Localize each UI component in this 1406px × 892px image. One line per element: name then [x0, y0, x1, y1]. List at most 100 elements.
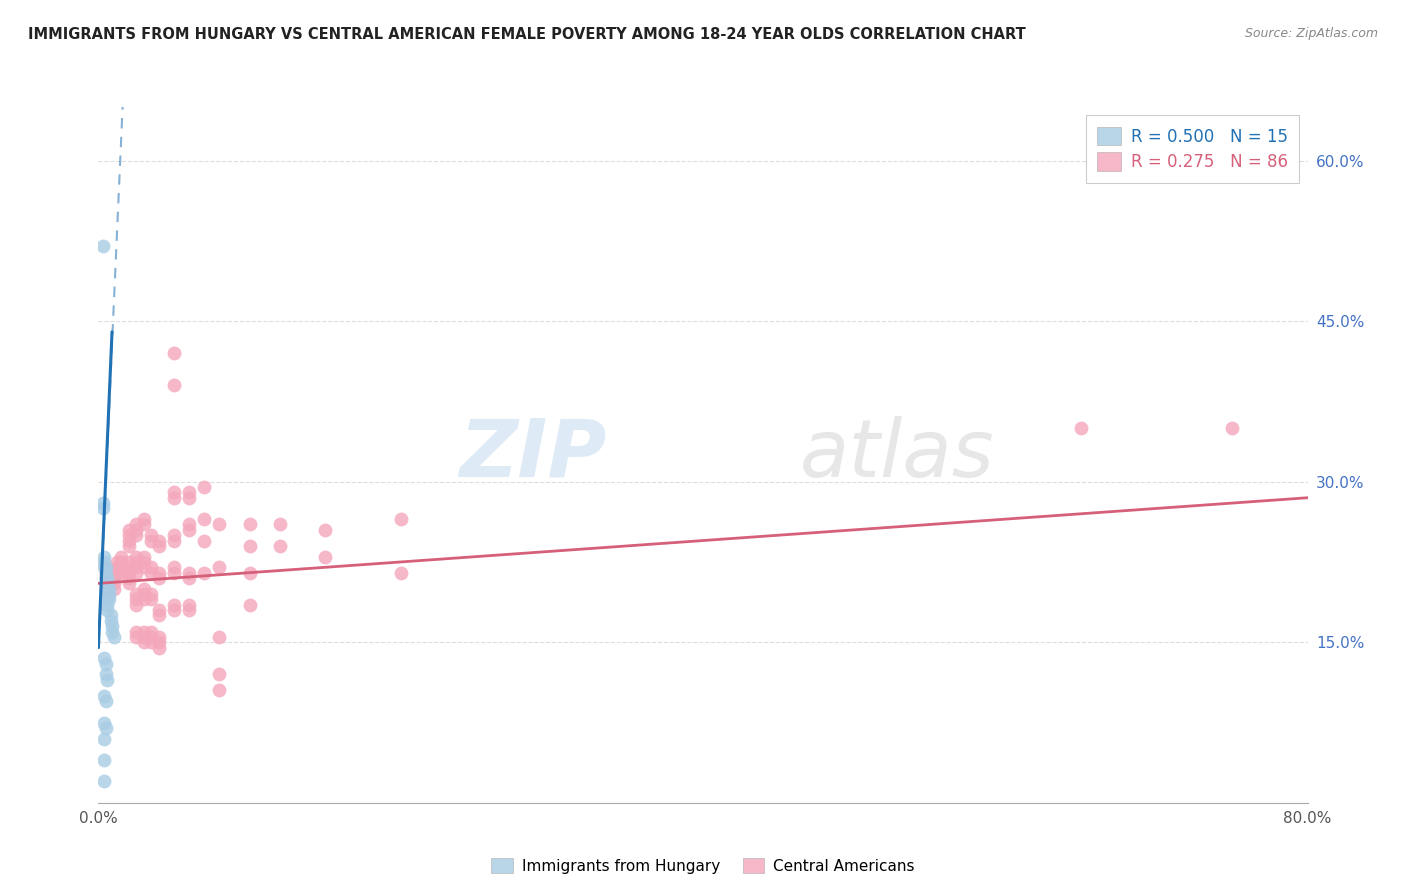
Point	[141, 533, 163, 548]
Point	[94, 582, 117, 596]
Point	[125, 560, 148, 574]
Point	[314, 523, 336, 537]
Legend: Immigrants from Hungary, Central Americans: Immigrants from Hungary, Central America…	[485, 852, 921, 880]
Point	[91, 239, 114, 253]
Point	[163, 598, 186, 612]
Point	[269, 517, 291, 532]
Point	[132, 624, 155, 639]
Point	[148, 539, 170, 553]
Point	[163, 491, 186, 505]
Point	[389, 566, 412, 580]
Point	[118, 555, 141, 569]
Point	[148, 640, 170, 655]
Point	[163, 560, 186, 574]
Point	[148, 635, 170, 649]
Point	[93, 555, 115, 569]
Text: ZIP: ZIP	[458, 416, 606, 494]
Point	[132, 582, 155, 596]
Point	[98, 582, 121, 596]
Point	[110, 555, 132, 569]
Point	[91, 496, 114, 510]
Point	[125, 517, 148, 532]
Point	[163, 346, 186, 360]
Point	[91, 501, 114, 516]
Point	[132, 560, 155, 574]
Point	[141, 592, 163, 607]
Point	[132, 512, 155, 526]
Point	[148, 571, 170, 585]
Point	[163, 566, 186, 580]
Point	[105, 566, 128, 580]
Point	[179, 491, 201, 505]
Point	[118, 576, 141, 591]
Point	[103, 582, 125, 596]
Point	[208, 560, 231, 574]
Point	[269, 539, 291, 553]
Point	[94, 721, 117, 735]
Point	[125, 549, 148, 564]
Point	[132, 635, 155, 649]
Point	[163, 528, 186, 542]
Point	[125, 523, 148, 537]
Point	[314, 549, 336, 564]
Point	[103, 571, 125, 585]
Point	[118, 528, 141, 542]
Point	[389, 512, 412, 526]
Point	[96, 673, 118, 687]
Legend: R = 0.500   N = 15, R = 0.275   N = 86: R = 0.500 N = 15, R = 0.275 N = 86	[1085, 115, 1299, 183]
Point	[163, 603, 186, 617]
Point	[132, 555, 155, 569]
Text: atlas: atlas	[800, 416, 994, 494]
Point	[118, 523, 141, 537]
Point	[125, 528, 148, 542]
Point	[94, 576, 117, 591]
Point	[148, 566, 170, 580]
Point	[94, 566, 117, 580]
Point	[98, 592, 121, 607]
Point	[110, 560, 132, 574]
Point	[125, 624, 148, 639]
Point	[118, 560, 141, 574]
Point	[239, 566, 262, 580]
Point	[141, 566, 163, 580]
Point	[125, 630, 148, 644]
Point	[148, 533, 170, 548]
Point	[1220, 421, 1243, 435]
Point	[132, 549, 155, 564]
Point	[163, 378, 186, 392]
Point	[163, 533, 186, 548]
Point	[105, 555, 128, 569]
Point	[93, 715, 115, 730]
Point	[100, 614, 122, 628]
Point	[94, 667, 117, 681]
Point	[132, 630, 155, 644]
Point	[141, 630, 163, 644]
Point	[94, 566, 117, 580]
Point	[94, 694, 117, 708]
Point	[141, 635, 163, 649]
Point	[93, 549, 115, 564]
Point	[208, 683, 231, 698]
Point	[118, 539, 141, 553]
Point	[118, 533, 141, 548]
Point	[179, 485, 201, 500]
Point	[110, 566, 132, 580]
Point	[125, 566, 148, 580]
Point	[193, 533, 215, 548]
Point	[179, 517, 201, 532]
Point	[125, 587, 148, 601]
Point	[179, 523, 201, 537]
Point	[208, 630, 231, 644]
Point	[96, 598, 118, 612]
Point	[125, 592, 148, 607]
Point	[94, 571, 117, 585]
Point	[179, 598, 201, 612]
Point	[96, 571, 118, 585]
Point	[239, 517, 262, 532]
Point	[110, 549, 132, 564]
Point	[132, 592, 155, 607]
Point	[93, 731, 115, 746]
Point	[193, 480, 215, 494]
Point	[94, 571, 117, 585]
Point	[93, 753, 115, 767]
